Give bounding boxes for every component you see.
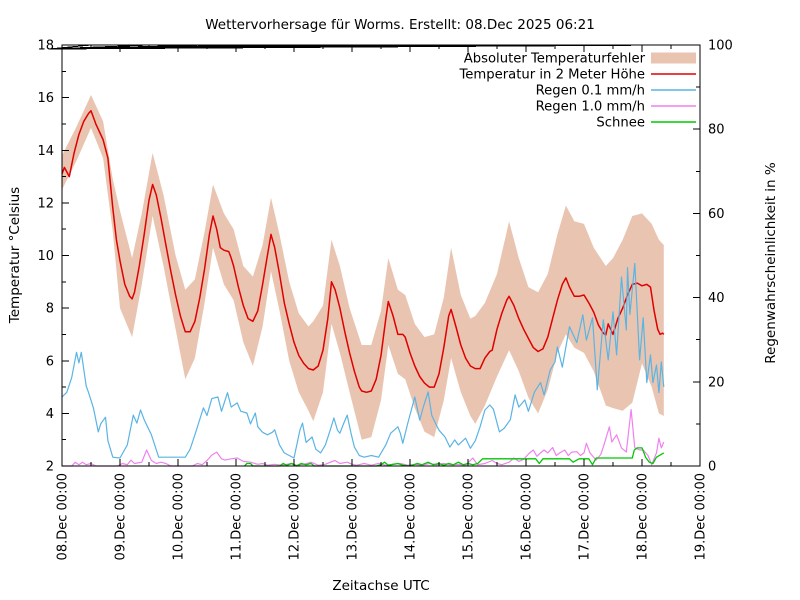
y-left-tick-label: 6 (46, 354, 54, 369)
y-axis-label-right: Regenwahrscheinlichkeit in % (763, 162, 779, 364)
series-line-2 (62, 409, 665, 467)
y-right-tick-label: 60 (708, 207, 725, 222)
y-left-tick-label: 16 (37, 91, 54, 106)
axis-tick (48, 44, 672, 50)
y-axis-label-left: Temperatur °Celsius (7, 186, 23, 324)
x-tick-label: 14.Dec 00:00 (404, 473, 419, 560)
x-tick-label: 15.Dec 00:00 (462, 473, 477, 560)
y-left-tick-label: 10 (37, 249, 54, 264)
x-tick-label: 11.Dec 00:00 (230, 473, 245, 560)
legend-label: Temperatur in 2 Meter Höhe (458, 68, 645, 83)
x-axis-label: Zeitachse UTC (332, 578, 430, 594)
x-tick-label: 12.Dec 00:00 (288, 473, 303, 560)
y-right-tick-label: 80 (708, 123, 725, 138)
x-tick-label: 19.Dec 00:00 (694, 473, 709, 560)
x-tick-label: 17.Dec 00:00 (578, 473, 593, 560)
x-tick-label: 13.Dec 00:00 (346, 473, 361, 560)
chart-title: Wettervorhersage für Worms. Erstellt: 08… (205, 17, 595, 33)
legend-label: Schnee (596, 116, 645, 131)
x-tick-label: 09.Dec 00:00 (114, 473, 129, 560)
y-left-tick-label: 12 (37, 196, 54, 211)
series-line-3 (244, 447, 665, 467)
y-left-tick-label: 14 (37, 144, 54, 159)
legend-swatch-band (651, 52, 696, 64)
y-right-tick-label: 100 (708, 39, 733, 54)
x-tick-label: 10.Dec 00:00 (172, 473, 187, 560)
x-tick-label: 16.Dec 00:00 (520, 473, 535, 560)
x-tick-label: 08.Dec 00:00 (56, 473, 71, 560)
y-left-tick-label: 2 (46, 460, 54, 475)
y-right-tick-label: 20 (708, 375, 725, 390)
y-right-tick-label: 40 (708, 291, 725, 306)
y-left-tick-label: 8 (46, 302, 54, 317)
x-tick-label: 18.Dec 00:00 (636, 473, 651, 560)
legend-label: Absoluter Temperaturfehler (464, 52, 646, 67)
y-left-tick-label: 4 (46, 407, 54, 422)
series-line-1 (61, 262, 665, 459)
legend-label: Regen 1.0 mm/h (536, 100, 645, 115)
y-left-tick-label: 18 (37, 39, 54, 54)
y-right-tick-label: 0 (708, 460, 716, 475)
series-line-0 (61, 110, 665, 394)
temperature-error-band (62, 95, 664, 440)
legend-label: Regen 0.1 mm/h (536, 84, 645, 99)
